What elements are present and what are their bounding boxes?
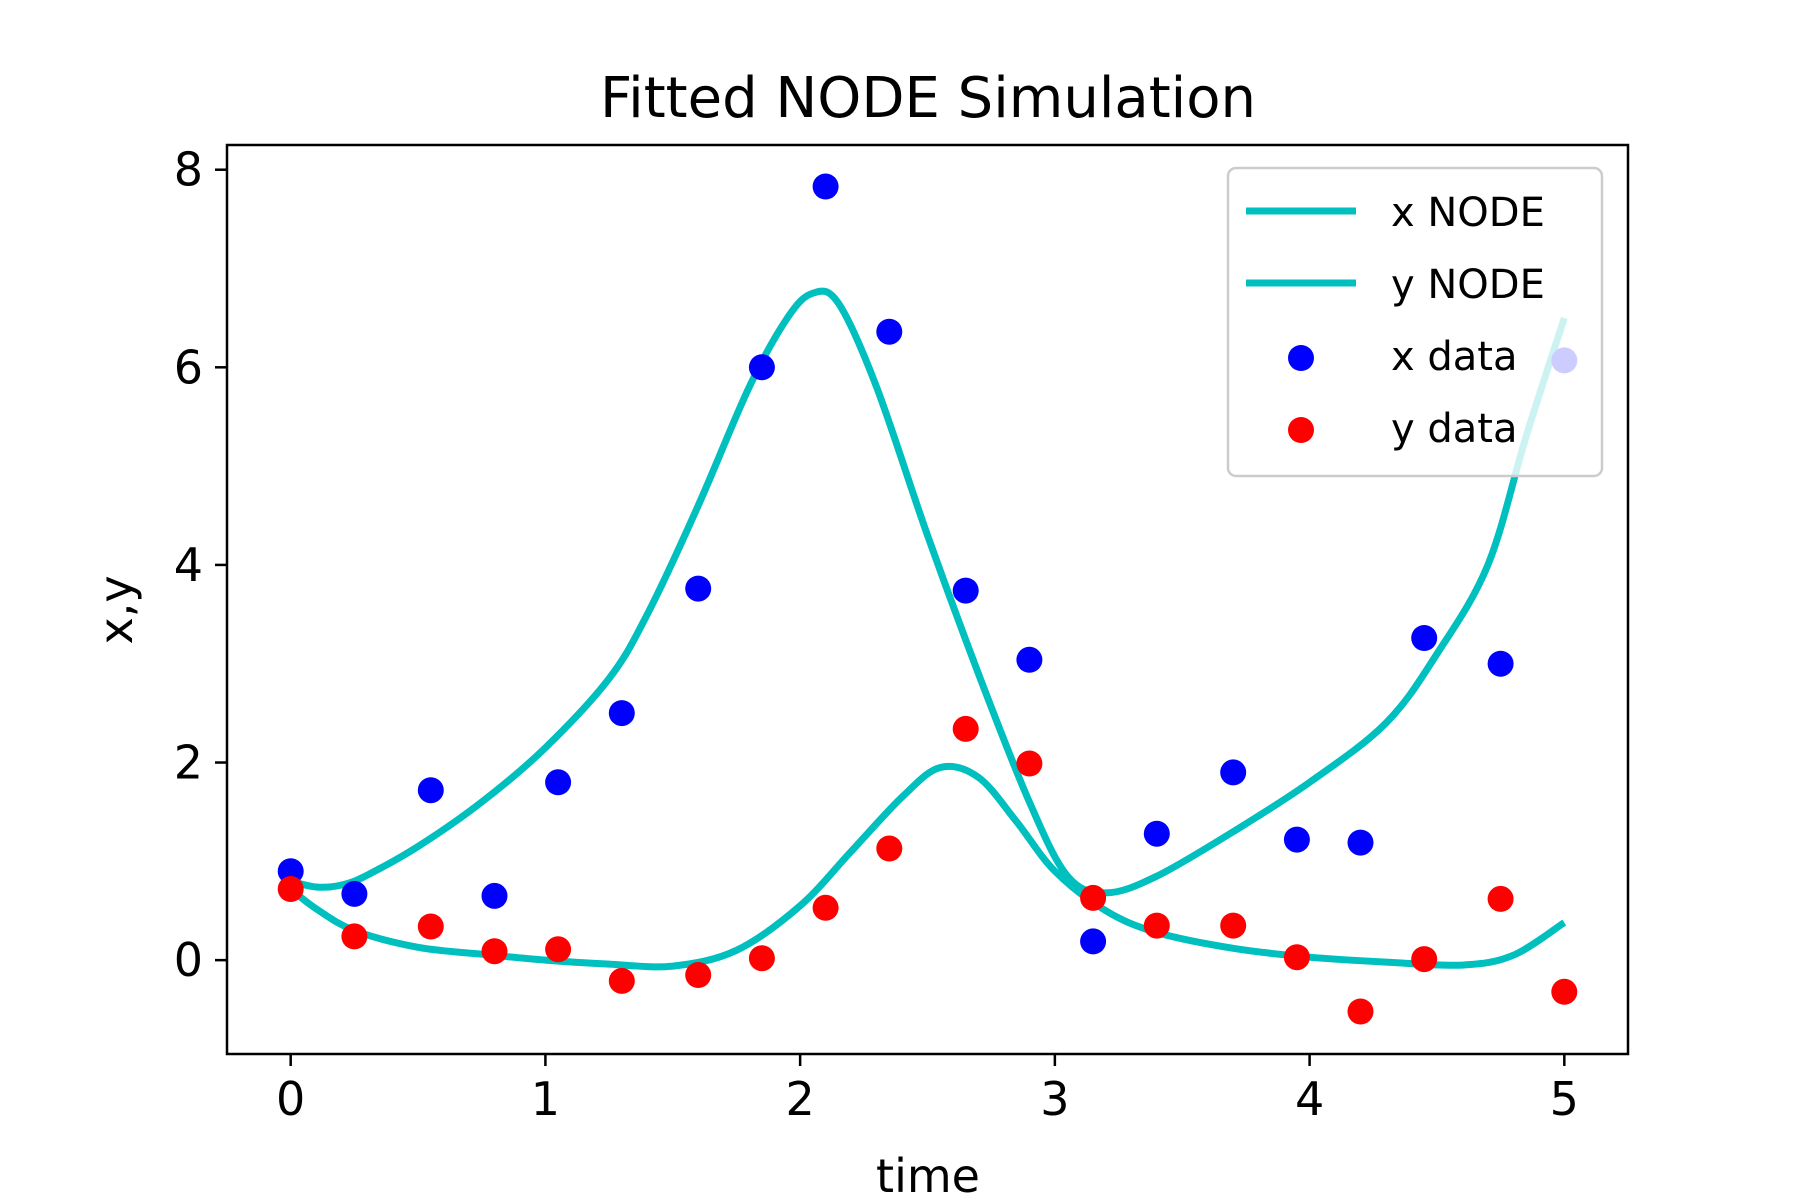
x-data-point [1487,650,1514,677]
x-tick-label: 0 [276,1072,305,1126]
x-data-point [1411,625,1438,651]
legend-box [1226,166,1604,478]
y-data-point [748,945,775,972]
y-data-point [1143,912,1170,939]
x-data-point [952,577,979,604]
y-data-point [1487,885,1514,912]
x-node-line [289,287,1568,897]
x-data-point [1283,826,1310,853]
x-data-point [608,700,635,727]
y-node-line [288,762,1567,971]
y-tick-label: 2 [174,736,203,790]
legend-swatch-x-data [1288,345,1314,371]
x-tick-label: 5 [1550,1072,1579,1126]
y-data-point [341,923,368,950]
y-data-point [417,913,444,940]
y-data-point [545,936,572,963]
y-data-point [608,967,635,994]
x-tick-label: 3 [1040,1072,1069,1126]
y-tick-label: 4 [174,538,203,592]
y-tick-label: 0 [174,933,203,987]
y-data-point [812,894,839,921]
chart-title: Fitted NODE Simulation [600,66,1256,131]
y-tick-label: 8 [174,143,203,197]
x-data-point [1347,829,1374,856]
x-data-point [812,173,839,200]
x-data-point [1143,820,1170,847]
legend-label-y-node: y NODE [1391,262,1545,308]
x-tick-label: 2 [785,1072,814,1126]
x-data-point [876,318,903,345]
x-data-point [1016,646,1043,673]
legend-swatch-y-data [1288,417,1314,443]
legend-label-y-data: y data [1391,406,1517,452]
x-data-point [417,777,444,804]
x-data-point [685,575,712,602]
axes-frame [225,143,1630,1056]
y-data-point [1016,750,1043,777]
x-data-point [545,769,572,796]
legend-label-x-node: x NODE [1391,190,1545,236]
y-data-point [1220,912,1247,939]
legend-label-x-data: x data [1391,334,1517,380]
axes: 0 1 2 3 4 5 0 2 4 6 8 [174,143,1630,1126]
x-tick-label: 1 [531,1072,560,1126]
x-data-point [341,880,368,907]
x-data-point [1220,759,1247,786]
y-data-point [876,835,903,862]
y-data-point [1551,978,1578,1005]
y-data-point [1347,998,1374,1025]
y-data-point [952,715,979,742]
y-data-point [1411,946,1438,973]
x-data-point [748,354,775,381]
x-axis-label: time [876,1149,980,1200]
y-data-point [481,938,508,965]
y-axis-label: x,y [89,575,143,644]
y-data-point [685,962,712,988]
x-data-point [1080,928,1107,955]
x-data-point [481,882,508,909]
y-tick-label: 6 [174,340,203,394]
legend: x NODE y NODE x data y data [1226,166,1604,478]
y-data-point [1080,884,1107,911]
x-data-point [277,858,304,885]
y-data-point [1283,944,1310,971]
y-data-point [277,876,304,902]
x-tick-label: 4 [1295,1072,1324,1126]
